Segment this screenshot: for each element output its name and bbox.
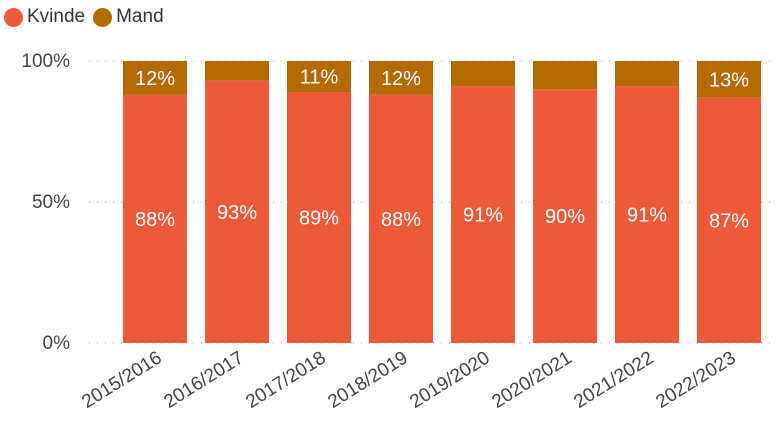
x-tick-label: 2019/2020 — [406, 347, 493, 412]
bar-kvinde — [533, 89, 597, 343]
legend-swatch-mand — [93, 7, 113, 27]
bar-mand — [369, 61, 433, 95]
bar-mand — [451, 61, 515, 87]
y-tick-label: 100% — [21, 51, 70, 72]
x-tick-label: 2018/2019 — [324, 347, 411, 412]
bar-label-kvinde: 87% — [709, 210, 749, 232]
bar-mand — [615, 61, 679, 87]
y-tick-label: 0% — [43, 333, 71, 354]
bar-label-kvinde: 91% — [463, 205, 503, 227]
chart-legend: Kvinde Mand — [4, 5, 164, 29]
bar-label-kvinde: 91% — [627, 205, 667, 227]
legend-label-mand: Mand — [116, 6, 164, 27]
x-tick-label: 2015/2016 — [78, 347, 165, 412]
bar-mand — [205, 61, 269, 81]
x-tick-label: 2022/2023 — [652, 347, 739, 412]
bar-kvinde — [369, 94, 433, 343]
bar-label-kvinde: 93% — [217, 202, 257, 224]
bar-mand — [287, 61, 351, 93]
bar-label-mand: 12% — [381, 68, 421, 90]
legend-item-kvinde[interactable]: Kvinde — [4, 6, 85, 28]
bar-label-kvinde: 88% — [381, 209, 421, 231]
bar-mand — [123, 61, 187, 95]
bar-kvinde — [205, 80, 269, 344]
bar-mand — [533, 61, 597, 90]
bar-kvinde — [615, 86, 679, 343]
legend-label-kvinde: Kvinde — [27, 6, 86, 27]
bar-mand — [697, 61, 761, 98]
legend-item-mand[interactable]: Mand — [93, 6, 164, 28]
bar-label-kvinde: 88% — [135, 209, 175, 231]
bar-label-kvinde: 90% — [545, 206, 585, 228]
x-tick-label: 2020/2021 — [488, 347, 575, 412]
bar-label-mand: 11% — [300, 67, 339, 89]
x-tick-label: 2021/2022 — [570, 347, 657, 412]
bar-label-mand: 12% — [135, 68, 175, 90]
x-tick-label: 2017/2018 — [242, 347, 329, 412]
bar-kvinde — [697, 97, 761, 343]
legend-swatch-kvinde — [4, 7, 23, 27]
bar-kvinde — [451, 86, 515, 343]
bar-kvinde — [287, 92, 351, 344]
x-tick-label: 2016/2017 — [160, 347, 247, 412]
bar-kvinde — [123, 94, 187, 343]
bar-label-mand: 13% — [709, 69, 749, 91]
bar-label-kvinde: 89% — [299, 208, 339, 230]
y-tick-label: 50% — [32, 192, 70, 213]
